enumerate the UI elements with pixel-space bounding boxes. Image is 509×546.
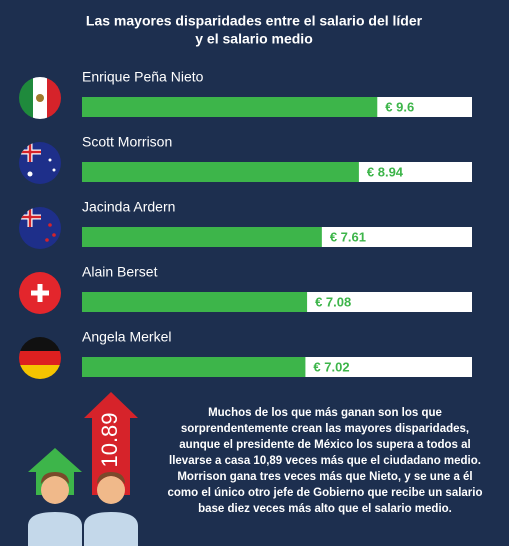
chart-title: y el salario medio xyxy=(195,31,313,47)
body-text: sorprendentemente crean las mayores disp… xyxy=(181,423,469,435)
body-text: base diez veces más alto que el salario … xyxy=(198,503,452,515)
arrow-red xyxy=(84,392,138,495)
flag-mexico xyxy=(19,77,61,119)
category-label: Jacinda Ardern xyxy=(82,199,175,215)
arrow-label: 10.89 xyxy=(97,412,122,467)
flag-new-zealand xyxy=(19,207,61,249)
value-label: € 7.61 xyxy=(330,229,366,244)
flag-australia xyxy=(19,142,61,184)
body-text: llevarse a casa 10,89 veces más que el c… xyxy=(169,455,481,467)
body-text: aunque el presidente de México los super… xyxy=(179,439,470,451)
chart-title: Las mayores disparidades entre el salari… xyxy=(86,13,423,29)
body-text: Morrison gana tres veces más que Nieto, … xyxy=(177,471,472,483)
body-text: como el único otro jefe de Gobierno que … xyxy=(167,487,482,499)
bar xyxy=(82,97,378,117)
category-label: Angela Merkel xyxy=(82,329,172,345)
category-label: Enrique Peña Nieto xyxy=(82,69,204,85)
value-label: € 8.94 xyxy=(367,164,404,179)
bar xyxy=(82,292,308,312)
value-label: € 7.08 xyxy=(315,294,351,309)
value-label: € 7.02 xyxy=(313,359,349,374)
value-label: € 9.6 xyxy=(385,99,414,114)
bar xyxy=(82,357,306,377)
bar xyxy=(82,162,359,182)
category-label: Scott Morrison xyxy=(82,134,172,150)
bar xyxy=(82,227,322,247)
person-icons xyxy=(28,472,138,546)
flag-switzerland xyxy=(19,272,61,314)
flag-germany xyxy=(19,337,61,379)
category-label: Alain Berset xyxy=(82,264,158,280)
body-text: Muchos de los que más ganan son los que xyxy=(208,407,442,419)
